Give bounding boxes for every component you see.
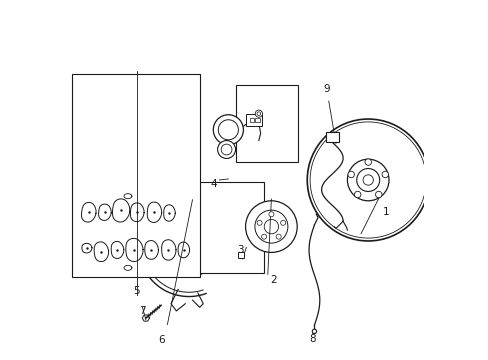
Circle shape	[257, 112, 260, 116]
Polygon shape	[144, 240, 158, 259]
Circle shape	[254, 210, 287, 243]
Circle shape	[375, 191, 381, 198]
Polygon shape	[178, 242, 189, 258]
Circle shape	[257, 220, 262, 225]
Polygon shape	[112, 199, 129, 222]
Circle shape	[158, 216, 219, 277]
Circle shape	[217, 140, 235, 158]
Circle shape	[221, 144, 231, 155]
Circle shape	[362, 175, 373, 185]
Polygon shape	[82, 243, 92, 253]
Circle shape	[268, 212, 273, 217]
Bar	[235, 85, 298, 162]
Polygon shape	[99, 204, 111, 220]
Circle shape	[381, 171, 387, 178]
Circle shape	[306, 119, 428, 241]
Circle shape	[312, 329, 316, 333]
Circle shape	[347, 171, 354, 178]
Polygon shape	[124, 265, 132, 270]
Circle shape	[276, 234, 281, 239]
Text: 9: 9	[323, 84, 329, 94]
Bar	[72, 74, 199, 277]
Polygon shape	[130, 203, 144, 222]
Polygon shape	[125, 238, 143, 261]
Text: 7: 7	[139, 306, 145, 316]
Circle shape	[364, 159, 371, 165]
Circle shape	[346, 159, 388, 201]
Circle shape	[261, 234, 266, 239]
Polygon shape	[124, 194, 132, 199]
Circle shape	[218, 120, 238, 140]
Circle shape	[213, 115, 243, 145]
Circle shape	[245, 201, 297, 252]
Circle shape	[163, 221, 214, 271]
Circle shape	[255, 110, 262, 117]
Text: 1: 1	[382, 207, 388, 217]
Text: 6: 6	[159, 334, 165, 345]
Text: 3: 3	[237, 245, 244, 255]
Text: 5: 5	[133, 286, 140, 296]
Bar	[238, 252, 244, 258]
Text: 4: 4	[210, 179, 217, 189]
Circle shape	[280, 220, 285, 225]
Polygon shape	[163, 205, 175, 221]
Bar	[249, 118, 254, 122]
Text: 2: 2	[269, 275, 276, 285]
Polygon shape	[147, 202, 162, 222]
Bar	[255, 118, 259, 122]
Circle shape	[344, 156, 391, 204]
Polygon shape	[162, 240, 176, 260]
Circle shape	[264, 220, 278, 234]
Polygon shape	[111, 242, 123, 258]
Bar	[192, 182, 264, 273]
Polygon shape	[94, 242, 108, 262]
Bar	[246, 114, 262, 126]
Circle shape	[309, 122, 426, 238]
Circle shape	[356, 168, 379, 192]
Circle shape	[354, 191, 360, 198]
Polygon shape	[81, 202, 96, 222]
Text: 8: 8	[309, 333, 315, 343]
Bar	[325, 132, 338, 142]
